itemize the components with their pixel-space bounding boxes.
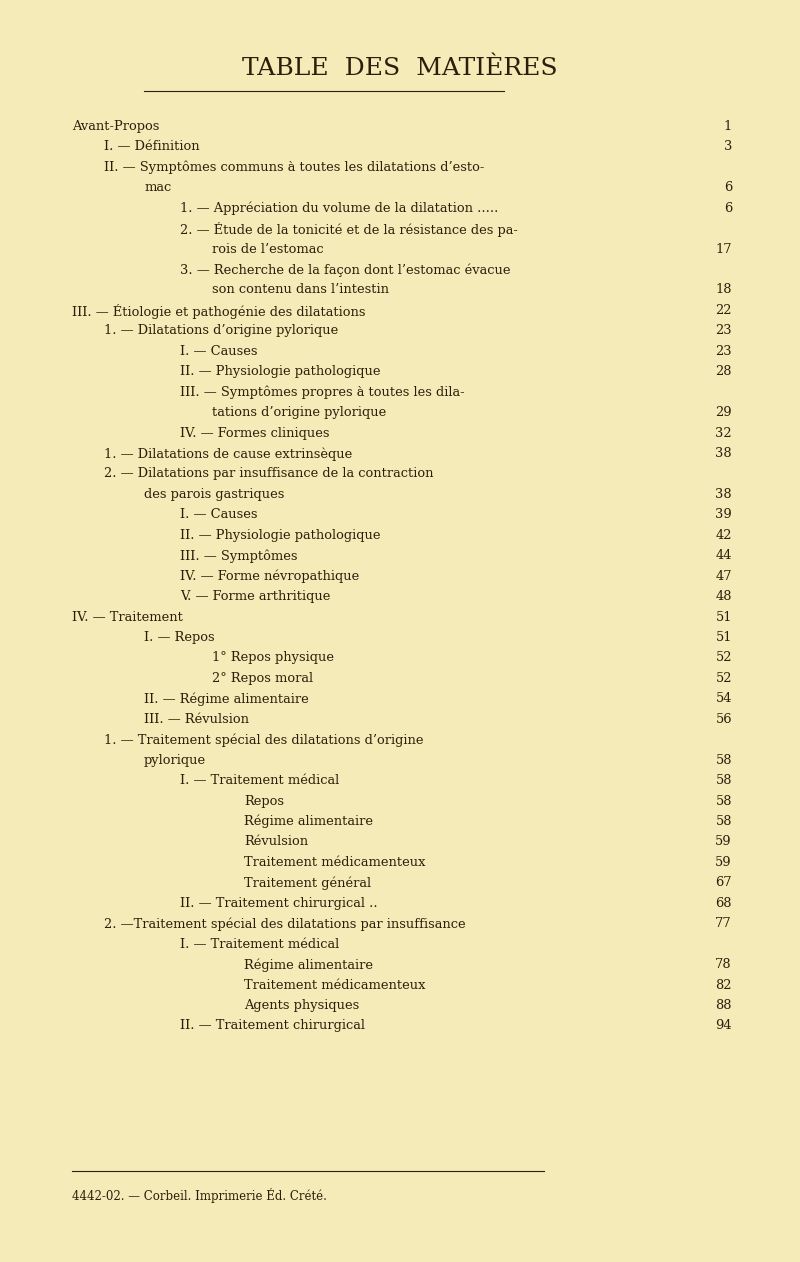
Text: 59: 59 <box>715 856 732 870</box>
Text: 51: 51 <box>715 611 732 623</box>
Text: 58: 58 <box>715 753 732 767</box>
Text: 42: 42 <box>715 529 732 541</box>
Text: IV. — Formes cliniques: IV. — Formes cliniques <box>180 427 330 439</box>
Text: Traitement général: Traitement général <box>244 876 371 890</box>
Text: 52: 52 <box>715 651 732 665</box>
Text: II. — Symptômes communs à toutes les dilatations d’esto-: II. — Symptômes communs à toutes les dil… <box>104 160 484 174</box>
Text: 88: 88 <box>715 1000 732 1012</box>
Text: 54: 54 <box>715 693 732 705</box>
Text: II. — Physiologie pathologique: II. — Physiologie pathologique <box>180 529 381 541</box>
Text: III. — Étiologie et pathogénie des dilatations: III. — Étiologie et pathogénie des dilat… <box>72 304 366 319</box>
Text: Révulsion: Révulsion <box>244 835 308 848</box>
Text: pylorique: pylorique <box>144 753 206 767</box>
Text: 6: 6 <box>724 182 732 194</box>
Text: 1° Repos physique: 1° Repos physique <box>212 651 334 665</box>
Text: 56: 56 <box>715 713 732 726</box>
Text: Avant-Propos: Avant-Propos <box>72 120 159 133</box>
Text: TABLE  DES  MATIÈRES: TABLE DES MATIÈRES <box>242 57 558 80</box>
Text: 2. —Traitement spécial des dilatations par insuffisance: 2. —Traitement spécial des dilatations p… <box>104 917 466 930</box>
Text: 2° Repos moral: 2° Repos moral <box>212 671 313 685</box>
Text: 1: 1 <box>724 120 732 133</box>
Text: II. — Traitement chirurgical: II. — Traitement chirurgical <box>180 1020 365 1032</box>
Text: II. — Traitement chirurgical ..: II. — Traitement chirurgical .. <box>180 897 378 910</box>
Text: 94: 94 <box>715 1020 732 1032</box>
Text: II. — Régime alimentaire: II. — Régime alimentaire <box>144 693 309 705</box>
Text: I. — Traitement médical: I. — Traitement médical <box>180 774 339 787</box>
Text: 77: 77 <box>715 917 732 930</box>
Text: des parois gastriques: des parois gastriques <box>144 488 284 501</box>
Text: 3: 3 <box>724 140 732 154</box>
Text: I. — Repos: I. — Repos <box>144 631 214 644</box>
Text: Repos: Repos <box>244 795 284 808</box>
Text: 78: 78 <box>715 958 732 972</box>
Text: I. — Traitement médical: I. — Traitement médical <box>180 938 339 950</box>
Text: 59: 59 <box>715 835 732 848</box>
Text: 38: 38 <box>715 488 732 501</box>
Text: II. — Physiologie pathologique: II. — Physiologie pathologique <box>180 365 381 379</box>
Text: 1. — Traitement spécial des dilatations d’origine: 1. — Traitement spécial des dilatations … <box>104 733 423 747</box>
Text: 4442-02. — Corbeil. Imprimerie Éd. Crété.: 4442-02. — Corbeil. Imprimerie Éd. Crété… <box>72 1188 327 1203</box>
Text: 82: 82 <box>715 978 732 992</box>
Text: Régime alimentaire: Régime alimentaire <box>244 815 373 828</box>
Text: 47: 47 <box>715 569 732 583</box>
Text: 68: 68 <box>715 897 732 910</box>
Text: 39: 39 <box>715 509 732 521</box>
Text: 17: 17 <box>715 242 732 256</box>
Text: I. — Causes: I. — Causes <box>180 509 258 521</box>
Text: I. — Définition: I. — Définition <box>104 140 200 154</box>
Text: 29: 29 <box>715 406 732 419</box>
Text: 51: 51 <box>715 631 732 644</box>
Text: tations d’origine pylorique: tations d’origine pylorique <box>212 406 386 419</box>
Text: 6: 6 <box>724 202 732 215</box>
Text: 23: 23 <box>715 324 732 337</box>
Text: 3. — Recherche de la façon dont l’estomac évacue: 3. — Recherche de la façon dont l’estoma… <box>180 262 510 276</box>
Text: 1. — Dilatations de cause extrinsèque: 1. — Dilatations de cause extrinsèque <box>104 447 352 461</box>
Text: 28: 28 <box>715 365 732 379</box>
Text: rois de l’estomac: rois de l’estomac <box>212 242 324 256</box>
Text: III. — Symptômes: III. — Symptômes <box>180 549 298 563</box>
Text: 23: 23 <box>715 345 732 358</box>
Text: 2. — Dilatations par insuffisance de la contraction: 2. — Dilatations par insuffisance de la … <box>104 467 434 481</box>
Text: 18: 18 <box>715 284 732 297</box>
Text: 32: 32 <box>715 427 732 439</box>
Text: 48: 48 <box>715 591 732 603</box>
Text: III. — Symptômes propres à toutes les dila-: III. — Symptômes propres à toutes les di… <box>180 386 465 399</box>
Text: 58: 58 <box>715 774 732 787</box>
Text: 44: 44 <box>715 549 732 563</box>
Text: IV. — Traitement: IV. — Traitement <box>72 611 183 623</box>
Text: 38: 38 <box>715 447 732 461</box>
Text: IV. — Forme névropathique: IV. — Forme névropathique <box>180 569 359 583</box>
Text: 1. — Dilatations d’origine pylorique: 1. — Dilatations d’origine pylorique <box>104 324 338 337</box>
Text: I. — Causes: I. — Causes <box>180 345 258 358</box>
Text: mac: mac <box>144 182 171 194</box>
Text: 52: 52 <box>715 671 732 685</box>
Text: 58: 58 <box>715 795 732 808</box>
Text: 58: 58 <box>715 815 732 828</box>
Text: Traitement médicamenteux: Traitement médicamenteux <box>244 856 426 870</box>
Text: 22: 22 <box>715 304 732 317</box>
Text: Régime alimentaire: Régime alimentaire <box>244 958 373 972</box>
Text: Agents physiques: Agents physiques <box>244 1000 359 1012</box>
Text: Traitement médicamenteux: Traitement médicamenteux <box>244 978 426 992</box>
Text: 1. — Appréciation du volume de la dilatation .....: 1. — Appréciation du volume de la dilata… <box>180 202 498 215</box>
Text: III. — Révulsion: III. — Révulsion <box>144 713 249 726</box>
Text: 67: 67 <box>715 876 732 890</box>
Text: V. — Forme arthritique: V. — Forme arthritique <box>180 591 330 603</box>
Text: 2. — Étude de la tonicité et de la résistance des pa-: 2. — Étude de la tonicité et de la résis… <box>180 222 518 237</box>
Text: son contenu dans l’intestin: son contenu dans l’intestin <box>212 284 389 297</box>
